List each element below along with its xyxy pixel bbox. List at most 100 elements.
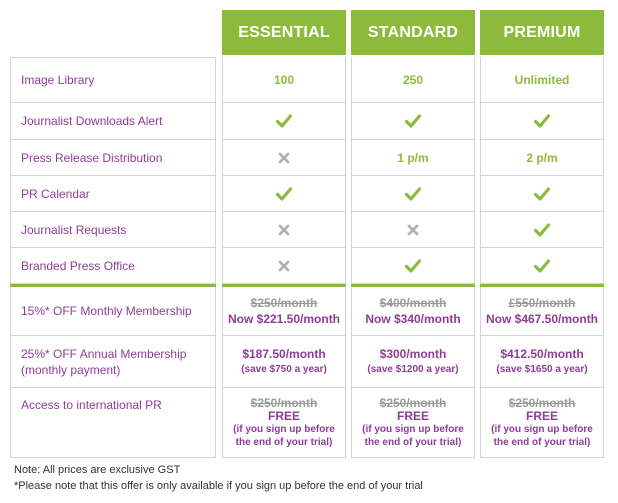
feature-value (351, 176, 475, 212)
old-price: $250/month (379, 395, 447, 410)
annual-price: $412.50/month (500, 346, 584, 361)
monthly-membership-label-text: 15%* OFF Monthly Membership (21, 304, 192, 318)
feature-value: 100 (222, 57, 346, 103)
old-price: $250/month (250, 395, 318, 410)
free-condition: the end of your trial) (364, 436, 462, 448)
section-divider (10, 284, 216, 287)
feature-label: Journalist Downloads Alert (10, 103, 216, 140)
monthly-price-cell: £550/month Now $467.50/month (480, 287, 604, 336)
annual-price-cell: $300/month (save $1200 a year) (351, 336, 475, 388)
feature-value-text: Unlimited (514, 72, 570, 87)
feature-value: 250 (351, 57, 475, 103)
cross-icon (407, 224, 419, 236)
feature-value (222, 176, 346, 212)
feature-value (351, 248, 475, 284)
feature-value (480, 212, 604, 248)
feature-label: Branded Press Office (10, 248, 216, 284)
plan-name: ESSENTIAL (238, 23, 330, 41)
annual-membership-label: 25%* OFF Annual Membership (monthly payme… (10, 336, 216, 388)
annual-saving: (save $1650 a year) (496, 363, 588, 375)
annual-membership-label-subtext: (monthly payment) (21, 362, 121, 377)
check-icon (534, 114, 550, 128)
feature-value (351, 103, 475, 140)
old-price: $400/month (379, 296, 447, 310)
feature-label: Journalist Requests (10, 212, 216, 248)
free-condition: (if you sign up before (362, 423, 464, 435)
monthly-price-cell: $400/month Now $340/month (351, 287, 475, 336)
annual-price: $187.50/month (242, 346, 326, 361)
plan-header-premium: PREMIUM (480, 10, 604, 55)
check-icon (405, 186, 421, 201)
check-icon (276, 186, 292, 201)
free-label: FREE (396, 408, 429, 423)
section-divider (480, 284, 604, 287)
annual-price-cell: $412.50/month (save $1650 a year) (480, 336, 604, 388)
discount-price: Now $340/month (365, 312, 461, 326)
cross-icon (278, 152, 290, 164)
feature-value: Unlimited (480, 57, 604, 103)
feature-label-text: Branded Press Office (21, 258, 135, 273)
annual-saving: (save $750 a year) (241, 363, 327, 375)
free-label: FREE (267, 408, 300, 423)
international-pr-label: Access to international PR (10, 388, 216, 458)
old-price: £550/month (508, 296, 576, 310)
feature-value (222, 212, 346, 248)
feature-label-text: Image Library (21, 73, 95, 87)
discount-price: Now $221.50/month (227, 312, 341, 326)
check-icon (405, 114, 421, 128)
annual-price-cell: $187.50/month (save $750 a year) (222, 336, 346, 388)
offer-note: *Please note that this offer is only ava… (14, 480, 423, 492)
feature-label: PR Calendar (10, 176, 216, 212)
annual-price: $300/month (379, 346, 447, 361)
check-icon (534, 222, 550, 237)
feature-value (222, 140, 346, 176)
feature-value-text: 1 p/m (397, 150, 429, 165)
plan-name: STANDARD (367, 23, 459, 41)
feature-value (480, 103, 604, 140)
discount-price: Now $467.50/month (485, 312, 599, 326)
cross-icon (278, 260, 290, 272)
check-icon (534, 186, 550, 201)
annual-membership-label-text: 25%* OFF Annual Membership (21, 346, 187, 361)
international-price-cell: $250/month FREE (if you sign up before the … (222, 388, 346, 458)
feature-label-text: Journalist Downloads Alert (21, 114, 163, 128)
gst-note: Note: All prices are exclusive GST (14, 464, 181, 476)
feature-label-text: PR Calendar (21, 186, 90, 201)
section-divider (222, 284, 346, 287)
feature-value-text: 2 p/m (526, 150, 558, 165)
old-price: $250/month (250, 296, 318, 310)
feature-value-text: 250 (402, 72, 424, 87)
feature-value (222, 103, 346, 140)
free-label: FREE (525, 408, 558, 423)
free-condition: (if you sign up before (491, 423, 593, 435)
plan-name: PREMIUM (503, 23, 581, 41)
check-icon (276, 114, 292, 128)
feature-label-text: Journalist Requests (21, 222, 127, 237)
plan-header-essential: ESSENTIAL (222, 10, 346, 55)
free-condition: the end of your trial) (493, 436, 591, 448)
free-condition: the end of your trial) (235, 436, 333, 448)
feature-label-text: Press Release Distribution (21, 150, 163, 165)
feature-value: 1 p/m (351, 140, 475, 176)
plan-header-standard: STANDARD (351, 10, 475, 55)
cross-icon (278, 224, 290, 236)
free-condition: (if you sign up before (233, 423, 335, 435)
old-price: $250/month (508, 395, 576, 410)
international-pr-label-text: Access to international PR (21, 398, 162, 412)
monthly-membership-label: 15%* OFF Monthly Membership (10, 287, 216, 336)
annual-saving: (save $1200 a year) (367, 363, 459, 375)
feature-label: Image Library (10, 57, 216, 103)
feature-value: 2 p/m (480, 140, 604, 176)
check-icon (405, 258, 421, 273)
monthly-price-cell: $250/month Now $221.50/month (222, 287, 346, 336)
feature-value (351, 212, 475, 248)
international-price-cell: $250/month FREE (if you sign up before the … (351, 388, 475, 458)
feature-label: Press Release Distribution (10, 140, 216, 176)
feature-value (480, 176, 604, 212)
check-icon (534, 258, 550, 273)
feature-value-text: 100 (273, 72, 295, 87)
international-price-cell: $250/month FREE (if you sign up before the … (480, 388, 604, 458)
section-divider (351, 284, 475, 287)
feature-value (222, 248, 346, 284)
